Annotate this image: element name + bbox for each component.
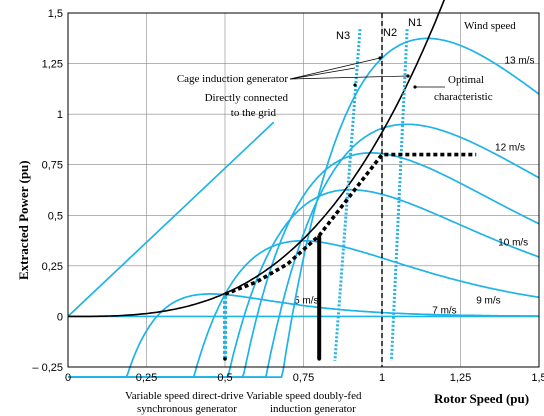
x-tick-label: 0,5 <box>217 372 232 384</box>
y-tick-label: – 0,25 <box>32 362 63 374</box>
cage-dot-n1 <box>406 74 410 78</box>
wind-curve-label: 10 m/s <box>498 238 528 249</box>
dd-annotation-line1: Variable speed direct-drive <box>125 390 244 402</box>
wind-speed-title: Wind speed <box>464 20 516 32</box>
x-axis-title: Rotor Speed (pu) <box>434 391 529 406</box>
optimal-dot <box>413 85 417 89</box>
x-tick-label: 1,25 <box>450 372 471 384</box>
dfig-annotation-line1: Variable speed doubly-fed <box>246 390 362 402</box>
y-tick-label: 0,5 <box>48 210 63 222</box>
wind-curve-label: 13 m/s <box>504 56 534 67</box>
speed-line-label: N2 <box>383 27 397 39</box>
cage-leader-1 <box>289 67 356 80</box>
optimal-characteristic <box>68 0 446 318</box>
cage-generator-line <box>333 29 362 362</box>
wind-curves: 5 m/s 7 m/s 9 m/s 10 m/s 12 m/s 13 m/s <box>67 37 540 378</box>
tick-labels: 0 0,25 0,5 0,75 1 1,25 1,5– 0,2500,250,50,7511… <box>32 8 544 384</box>
direct-drive-dot <box>223 357 227 361</box>
y-tick-label: 1,25 <box>42 59 63 71</box>
wind-curve <box>68 37 540 378</box>
wind-curve-upper-segment <box>67 121 275 318</box>
optimal-annotation-line2: characteristic <box>434 91 493 103</box>
dfig-dot <box>317 357 322 361</box>
wind-curve-label: 12 m/s <box>495 143 525 154</box>
optimal-annotation-line1: Optimal <box>448 74 484 86</box>
y-tick-label: 0 <box>57 311 63 323</box>
y-axis-title: Extracted Power (pu) <box>16 160 31 280</box>
plot-frame <box>67 12 540 368</box>
cage-generator-line <box>389 29 409 362</box>
wind-curve-label: 5 m/s <box>294 295 318 306</box>
cage-dot-n2 <box>378 56 382 60</box>
dd-annotation-line2: synchronous generator <box>137 403 237 415</box>
x-tick-label: 0,25 <box>136 372 157 384</box>
dfig-annotation-line2: induction generator <box>270 403 356 415</box>
cage-leader-2 <box>289 57 381 80</box>
x-tick-label: 1,5 <box>531 372 544 384</box>
wind-curve-label: 7 m/s <box>432 305 456 316</box>
y-tick-label: 0,25 <box>42 261 63 273</box>
speed-line-label: N3 <box>336 30 350 42</box>
y-tick-label: 1,5 <box>48 8 63 20</box>
x-tick-label: 1 <box>379 372 385 384</box>
x-tick-label: 0,75 <box>293 372 314 384</box>
cage-annotation-line1: Cage induction generator <box>177 73 289 85</box>
generator-lines: N3 N2 N1 <box>68 0 477 367</box>
wind-curve-label: 9 m/s <box>476 295 500 306</box>
x-tick-label: 0 <box>65 372 71 384</box>
cage-annotation-line3: to the grid <box>231 107 277 119</box>
cage-leader-3 <box>289 75 409 80</box>
y-tick-label: 0,75 <box>42 160 63 172</box>
wind-curve <box>68 293 539 378</box>
cage-dot-n3 <box>353 83 357 87</box>
cage-annotation-line2: Directly connected <box>205 92 289 104</box>
speed-line-label: N1 <box>408 17 422 29</box>
y-tick-label: 1 <box>57 109 63 121</box>
